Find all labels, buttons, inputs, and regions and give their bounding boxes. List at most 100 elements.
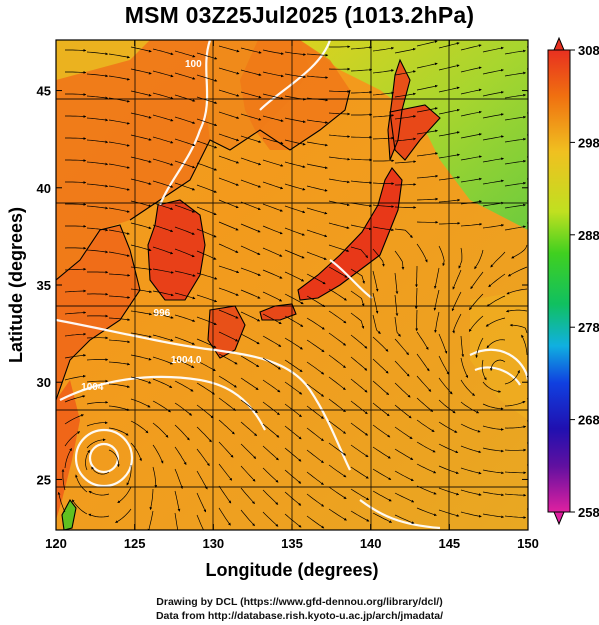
wind-streamline [504, 203, 526, 209]
wind-streamline [174, 292, 196, 300]
wind-streamline [65, 224, 87, 228]
wind-streamline [416, 441, 436, 453]
wind-streamline [86, 358, 109, 362]
wind-streamline [306, 119, 329, 124]
wind-streamline [86, 95, 109, 100]
wind-streamline [504, 471, 527, 475]
wind-streamline [350, 268, 365, 284]
wind-streamline [218, 309, 239, 319]
colorbar-scale [547, 49, 571, 513]
wind-streamline [438, 377, 453, 395]
wind-streamline [240, 179, 262, 188]
wind-streamline [108, 141, 130, 147]
wind-streamline [372, 226, 395, 232]
wind-streamline [306, 361, 325, 375]
wind-streamline [196, 514, 204, 530]
isobars [56, 40, 528, 530]
wind-streamline [86, 51, 109, 56]
wind-streamline [262, 93, 284, 100]
wind-streamline [372, 292, 379, 314]
x-tick-label: 120 [45, 536, 67, 551]
wind-streamline [460, 423, 481, 433]
wind-streamline [284, 315, 304, 327]
wind-streamline [152, 224, 174, 233]
wind-streamline [328, 222, 350, 230]
wind-streamline [350, 68, 373, 72]
wind-streamline [328, 310, 347, 324]
wind-streamline [65, 93, 87, 96]
wind-streamline [394, 316, 401, 337]
x-axis-ticks: 120 125 130 135 140 145 150 [45, 40, 539, 551]
wind-streamline [284, 513, 302, 528]
wind-streamline [218, 133, 240, 142]
wind-streamline [526, 222, 528, 224]
wind-streamline [395, 183, 417, 186]
wind-streamline [475, 337, 484, 359]
wind-streamline [350, 224, 372, 231]
wind-streamline [350, 290, 365, 307]
wind-streamline [218, 177, 239, 186]
wind-streamline [469, 293, 484, 311]
wind-streamline [262, 203, 283, 212]
wind-streamline [526, 442, 528, 444]
wind-streamline [504, 181, 527, 187]
wind-streamline [218, 463, 233, 481]
wind-streamline [108, 427, 129, 436]
wind-streamline [526, 112, 528, 114]
wind-streamline [152, 290, 174, 297]
wind-streamline [152, 356, 174, 365]
wind-streamline [147, 510, 154, 530]
wind-streamline [218, 67, 240, 75]
wind-streamline [482, 469, 505, 475]
wind-streamline [71, 499, 88, 515]
wind-streamline [130, 244, 152, 252]
wind-streamline [174, 248, 195, 258]
wind-streamline [64, 267, 87, 271]
wind-streamline [240, 487, 255, 505]
x-tick-label: 130 [202, 536, 224, 551]
wind-streamline [240, 509, 255, 527]
wind-streamline [511, 244, 528, 259]
wind-streamline [284, 249, 305, 259]
wind-streamline [64, 431, 81, 447]
wind-streamline [328, 420, 346, 434]
wind-streamline [196, 96, 218, 104]
wind-streamline [86, 379, 109, 383]
wind-streamline [394, 382, 411, 398]
land-shikoku [260, 304, 296, 320]
wind-streamline [86, 421, 108, 427]
wind-streamline [433, 267, 440, 289]
wind-streamline [218, 441, 234, 458]
x-tick-label: 140 [360, 536, 382, 551]
wind-streamline [240, 223, 261, 233]
wind-streamline [196, 382, 215, 395]
wind-streamline [526, 156, 528, 158]
y-tick-label: 40 [37, 181, 51, 196]
wind-streamline [394, 47, 416, 54]
wind-streamline [482, 157, 504, 163]
wind-streamline [85, 449, 90, 471]
wind-streamline [372, 490, 392, 502]
wind-streamline [262, 225, 283, 235]
wind-streamline [394, 514, 415, 524]
wind-streamline [416, 463, 437, 474]
wind-streamline [306, 449, 324, 463]
wind-streamline [284, 205, 306, 214]
cool-airmass-region [300, 40, 528, 230]
wind-streamline [262, 137, 284, 145]
wind-streamline [174, 160, 196, 169]
wind-streamline [526, 420, 528, 422]
wind-streamline [328, 156, 351, 161]
wind-streamline [130, 376, 152, 384]
wind-streamline [218, 243, 239, 253]
wind-streamline [482, 46, 504, 53]
wind-streamline [394, 160, 417, 164]
x-tick-label: 145 [438, 536, 460, 551]
colorbar-tick-label: 288 [578, 228, 599, 243]
wind-streamline [262, 445, 279, 461]
wind-streamline [486, 339, 506, 349]
wind-streamline [306, 207, 328, 215]
wind-streamline [526, 90, 528, 92]
wind-streamline [504, 369, 520, 385]
colorbar-tick-label: 258 [578, 505, 599, 520]
